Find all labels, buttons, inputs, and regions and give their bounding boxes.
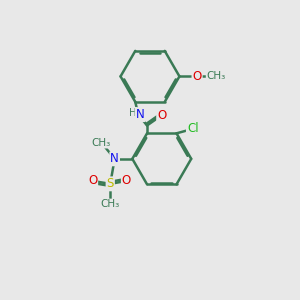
Text: CH₃: CH₃: [100, 200, 120, 209]
Text: O: O: [193, 70, 202, 83]
Text: CH₃: CH₃: [207, 71, 226, 81]
Text: O: O: [157, 109, 167, 122]
Text: H: H: [129, 108, 137, 118]
Text: O: O: [122, 174, 131, 188]
Text: Cl: Cl: [187, 122, 199, 135]
Text: O: O: [88, 174, 97, 188]
Text: N: N: [110, 152, 119, 165]
Text: S: S: [106, 177, 114, 190]
Text: CH₃: CH₃: [92, 138, 111, 148]
Text: N: N: [136, 108, 144, 121]
